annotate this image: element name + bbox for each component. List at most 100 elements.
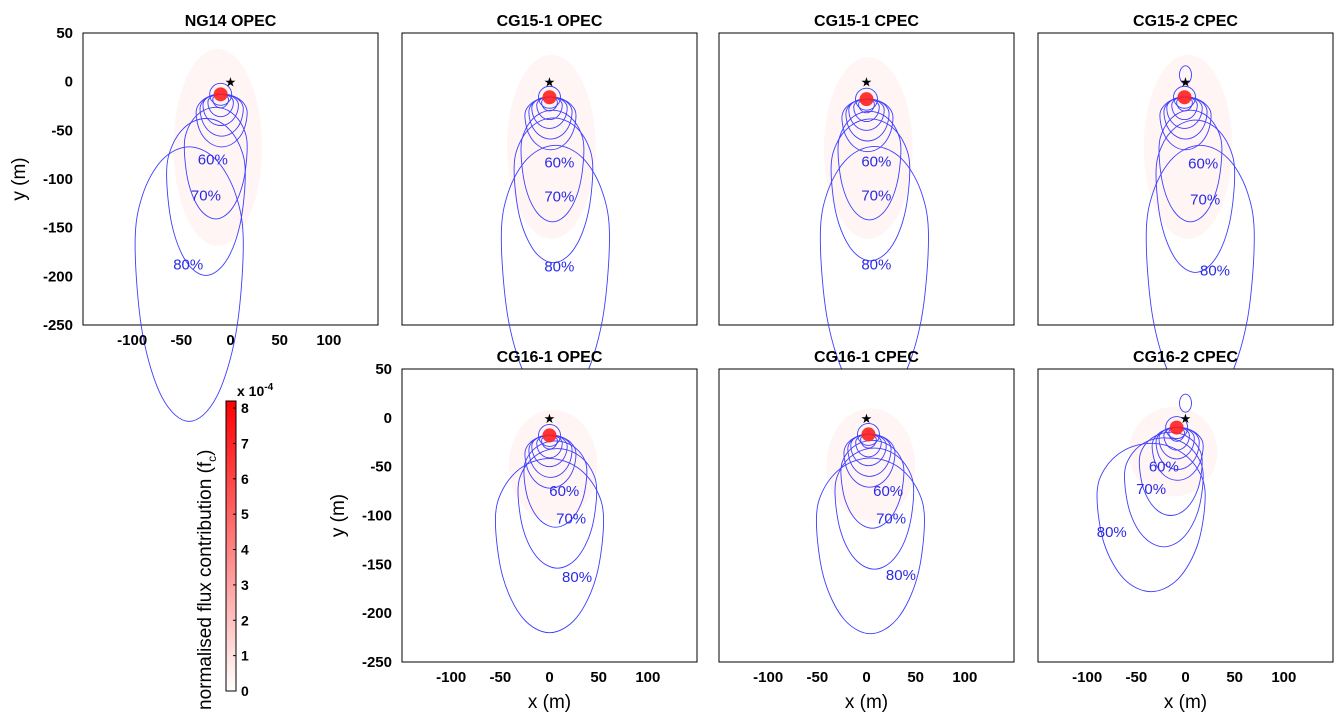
colorbar-tick-label: 0	[241, 683, 249, 699]
contour-line	[207, 93, 234, 118]
y-tick-label: -50	[370, 459, 392, 476]
y-tick-label: -100	[362, 508, 392, 525]
contour-line	[528, 96, 573, 140]
y-tick-label: -250	[43, 317, 73, 334]
contour-label: 80%	[562, 569, 592, 586]
contour-label: 70%	[861, 187, 891, 204]
panel-title: CG15-1 OPEC	[497, 13, 603, 30]
flux-shading	[508, 409, 598, 521]
contour-line	[524, 434, 577, 489]
contour-line	[857, 422, 880, 446]
contour-line	[1168, 427, 1185, 442]
panel-title: CG15-1 CPEC	[814, 13, 919, 30]
contour-line	[841, 98, 894, 153]
colorbar-gradient	[225, 400, 237, 692]
contour-line	[209, 82, 233, 106]
contour-line	[1159, 96, 1212, 151]
flux-shading	[173, 48, 262, 246]
y-tick-label: 0	[65, 74, 73, 91]
flux-peak	[1169, 420, 1184, 435]
contour-line	[1165, 416, 1189, 440]
contour-line	[853, 98, 880, 123]
x-tick-label: -100	[436, 669, 466, 686]
contour-loop	[1179, 65, 1192, 85]
colorbar-tick-label: 8	[241, 400, 249, 416]
contour-line	[1163, 96, 1208, 140]
tower-marker: ★	[225, 75, 237, 90]
y-tick-label: 50	[375, 361, 392, 378]
contour-line	[517, 448, 598, 569]
flux-shading	[1143, 54, 1233, 239]
contour-label: 70%	[1136, 481, 1166, 498]
x-tick-label: -100	[753, 669, 783, 686]
y-axis-label: y (m)	[9, 157, 30, 200]
contour-line	[523, 440, 588, 528]
y-tick-label: 0	[384, 410, 392, 427]
contour-line	[855, 87, 878, 111]
contour-loop	[1179, 393, 1192, 413]
contour-line	[528, 434, 573, 478]
contour-label: 80%	[544, 258, 574, 275]
contour-line	[538, 423, 561, 447]
panel-grid: NG14 OPEC ★ 60% 70% 80% 50 0 -50 -100 -150 -200 -25…	[9, 13, 1334, 713]
colorbar-ticks: 0 1 2 3 4 5 6 7 8	[233, 400, 249, 699]
contour-line	[834, 447, 915, 570]
x-tick-label: 100	[316, 332, 341, 349]
contour-label: 80%	[861, 257, 891, 274]
flux-peak	[861, 427, 876, 442]
contour-label: 70%	[544, 188, 574, 205]
contour-line	[199, 93, 244, 137]
contour-line	[195, 93, 248, 148]
contour-label: 60%	[198, 151, 228, 168]
x-axis-label: x (m)	[528, 692, 571, 713]
contour-line	[524, 96, 577, 151]
panel-title: NG14 OPEC	[185, 13, 277, 30]
x-tick-label: -50	[489, 669, 511, 686]
contour-line	[847, 433, 892, 477]
panel-3: CG15-1 CPEC ★ 60% 70% 80%	[718, 13, 1015, 404]
contour-label: 60%	[549, 483, 579, 500]
panel-title: CG16-1 OPEC	[497, 349, 603, 366]
contour-line	[494, 458, 605, 634]
contour-label: 60%	[1149, 459, 1179, 476]
contour-line	[1171, 96, 1198, 121]
x-tick-label: 50	[1226, 669, 1243, 686]
contour-line	[855, 433, 882, 458]
panel-title: CG15-2 CPEC	[1133, 13, 1238, 30]
x-tick-label: 100	[635, 669, 660, 686]
contour-line	[513, 117, 594, 264]
x-tick-label: -100	[117, 332, 147, 349]
panel-1: NG14 OPEC ★ 60% 70% 80% 50 0 -50 -100 -150 -200 -25…	[9, 13, 379, 422]
contour-label: 60%	[861, 153, 891, 170]
y-tick-label: 50	[56, 25, 73, 42]
flux-peak	[542, 428, 557, 443]
panel-2: CG15-1 OPEC ★ 60% 70% 80%	[401, 13, 698, 406]
x-tick-label: 0	[545, 669, 553, 686]
x-tick-label: -50	[170, 332, 192, 349]
contour-line	[830, 118, 911, 262]
x-tick-label: -100	[1072, 669, 1102, 686]
y-tick-label: -250	[362, 654, 392, 671]
tower-marker: ★	[861, 411, 873, 426]
colorbar-tick-label: 4	[241, 542, 249, 558]
contour-line	[1155, 119, 1236, 273]
flux-shading	[507, 54, 596, 239]
panel-title: CG16-2 CPEC	[1133, 349, 1238, 366]
flux-shading	[1128, 406, 1218, 497]
contour-line	[1096, 442, 1206, 593]
colorbar: 0 1 2 3 4 5 6 7 8 x 10-4 normalised flux contrib…	[195, 382, 274, 710]
contour-line	[1138, 431, 1203, 516]
y-tick-label: -150	[43, 220, 73, 237]
y-tick-label: -200	[362, 605, 392, 622]
panel-6: CG16-1 CPEC ★ 60% 70% 80% -100 -50 0 50 100 x (m)	[718, 349, 1015, 713]
y-tick-label: -50	[51, 122, 73, 139]
contour-line	[837, 110, 902, 221]
flux-peak	[1177, 90, 1192, 105]
contour-label: 70%	[876, 510, 906, 527]
x-tick-label: 100	[1271, 669, 1296, 686]
contour-line	[860, 434, 877, 449]
contour-line	[1151, 426, 1204, 481]
contour-line	[815, 457, 925, 635]
colorbar-exponent: x 10-4	[237, 382, 274, 399]
